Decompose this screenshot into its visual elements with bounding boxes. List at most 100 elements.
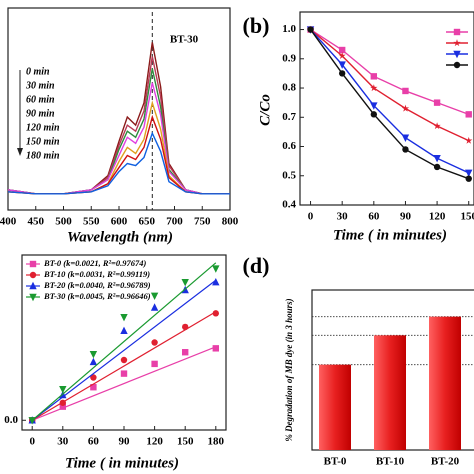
x-tick-label: 60 <box>368 211 380 223</box>
marker <box>29 260 37 268</box>
marker <box>401 104 410 112</box>
marker <box>182 323 189 331</box>
marker <box>212 345 219 352</box>
series-line <box>310 29 470 142</box>
marker <box>181 279 189 287</box>
marker <box>120 370 128 377</box>
x-axis-label: Time ( in minutes) <box>333 227 447 243</box>
y-tick-label: 0.8 <box>282 82 296 94</box>
marker <box>338 61 346 69</box>
y-tick-label: 0.9 <box>282 52 296 64</box>
marker <box>453 39 461 47</box>
x-tick-label: BT-20 <box>431 456 460 468</box>
panel-label: (d) <box>243 253 270 278</box>
series-line <box>310 29 470 174</box>
bar <box>374 335 406 450</box>
bar <box>429 316 461 450</box>
marker <box>212 310 219 317</box>
marker <box>370 102 378 110</box>
series-line <box>7 131 230 195</box>
bar <box>319 364 351 450</box>
x-tick-label: 450 <box>28 216 45 228</box>
y-tick-label: 0.6 <box>282 140 296 152</box>
marker <box>370 73 378 80</box>
marker <box>59 403 66 410</box>
marker <box>433 155 441 163</box>
x-tick-label: 650 <box>139 216 156 228</box>
x-tick-label: BT-0 <box>324 456 347 468</box>
x-tick-label: 700 <box>166 216 183 228</box>
x-tick-label: BT-10 <box>376 456 405 468</box>
marker <box>402 146 409 153</box>
y-tick-label: 0.7 <box>282 111 296 123</box>
marker <box>150 303 159 311</box>
y-axis-label: C/Co <box>257 94 273 126</box>
marker <box>453 50 461 59</box>
y-tick-label: 0.4 <box>282 199 296 211</box>
x-tick-label: 150 <box>460 211 474 223</box>
x-tick-label: 500 <box>55 216 72 228</box>
marker <box>59 399 66 406</box>
legend-label: BT-30 (k=0.0045, R²=0.96646) <box>43 291 151 301</box>
x-tick-label: 120 <box>146 436 163 448</box>
x-tick-label: 30 <box>57 436 69 448</box>
marker <box>453 61 461 69</box>
legend-label: 0 min <box>26 66 50 77</box>
marker <box>338 52 346 59</box>
x-tick-label: 90 <box>400 211 412 223</box>
marker <box>465 136 473 144</box>
marker <box>433 163 441 171</box>
marker <box>433 99 441 106</box>
y-tick-label: 0.5 <box>282 169 296 181</box>
marker <box>307 26 314 33</box>
marker <box>465 169 473 178</box>
x-tick-label: 400 <box>0 216 17 228</box>
marker <box>433 122 441 130</box>
legend-label: 180 min <box>26 150 60 161</box>
marker <box>338 70 346 77</box>
marker <box>370 84 378 92</box>
marker <box>29 293 37 302</box>
series-line <box>309 29 469 180</box>
marker <box>89 350 98 359</box>
marker <box>370 111 378 118</box>
marker <box>401 134 410 142</box>
legend-label: 90 min <box>26 108 55 119</box>
y-tick-label: 1.0 <box>282 23 296 35</box>
marker <box>151 360 158 368</box>
panel-label: (b) <box>243 13 270 38</box>
legend-arrow-head <box>17 148 23 156</box>
marker <box>338 46 346 54</box>
marker <box>59 385 67 394</box>
x-axis-label: Time ( in minutes) <box>65 455 179 471</box>
y-axis-label: % Degradation of MB dye (in 3 hours) <box>284 298 294 441</box>
marker <box>212 265 220 273</box>
x-tick-label: 180 <box>208 436 225 448</box>
marker <box>89 357 98 366</box>
marker <box>28 417 36 425</box>
legend-label: BT-0 (k=0.0021, R²=0.97674) <box>43 258 147 268</box>
legend-label: 60 min <box>26 94 55 105</box>
marker <box>120 314 128 322</box>
x-tick-label: 0 <box>29 436 35 448</box>
x-tick-label: 550 <box>83 216 100 228</box>
plot-frame <box>299 11 474 206</box>
x-axis-label: Wavelength (nm) <box>67 229 173 245</box>
marker <box>90 374 97 381</box>
marker <box>150 292 159 301</box>
x-tick-label: 150 <box>177 436 194 448</box>
marker <box>120 356 128 364</box>
marker <box>453 28 461 36</box>
x-tick-label: 120 <box>429 211 446 223</box>
marker <box>182 349 189 356</box>
marker <box>29 281 37 290</box>
x-tick-label: 30 <box>337 211 349 223</box>
x-tick-label: 750 <box>194 216 211 228</box>
legend-label: BT-10 (k=0.0031, R²=0.99119) <box>43 269 150 279</box>
marker <box>402 87 409 95</box>
marker <box>212 278 220 286</box>
y-tick-label: 0.0 <box>4 414 18 426</box>
legend-label: 150 min <box>26 136 60 147</box>
marker <box>90 384 97 391</box>
